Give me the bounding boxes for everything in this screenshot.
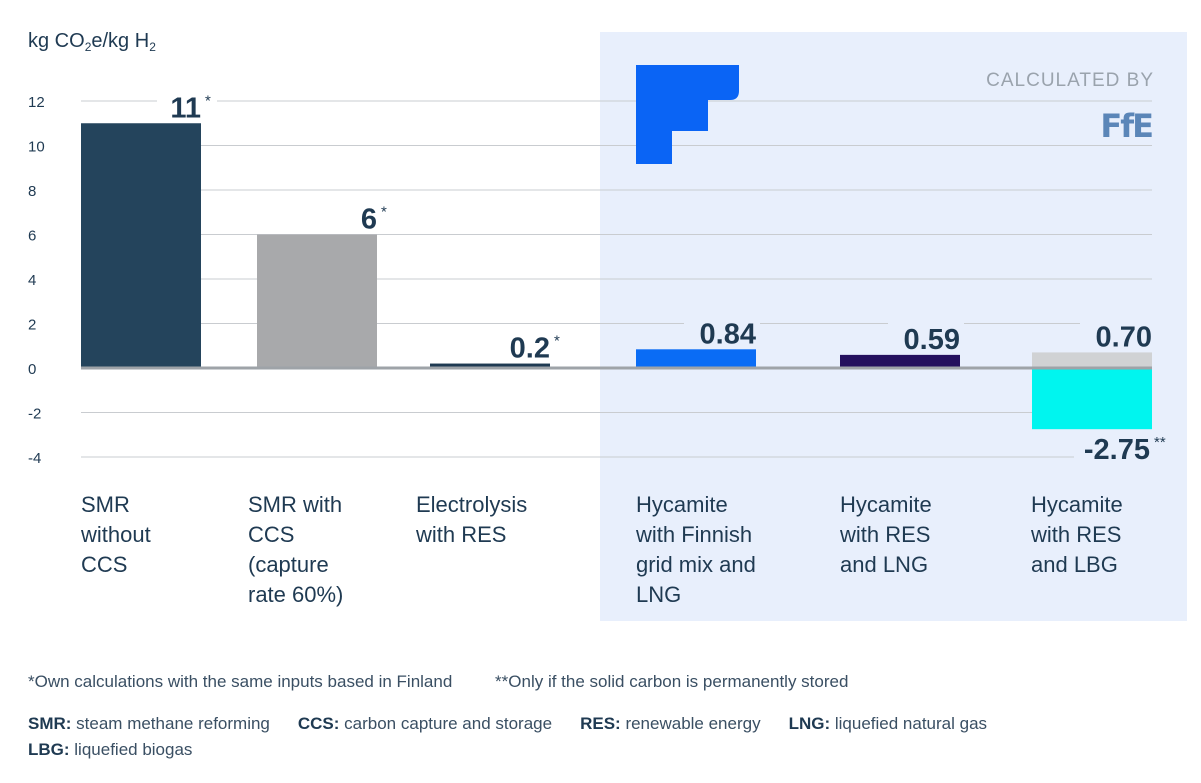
footnotes: *Own calculations with the same inputs b… — [28, 672, 886, 692]
label-backing — [1080, 320, 1156, 351]
y-tick-label: 10 — [28, 139, 45, 156]
glossary-item: SMR: steam methane reforming — [28, 711, 270, 737]
glossary-item: CCS: carbon capture and storage — [298, 711, 552, 737]
category-label-line: LNG — [636, 582, 682, 607]
bar — [430, 363, 550, 368]
label-backing — [888, 322, 964, 353]
category-label-line: Hycamite — [1031, 492, 1123, 517]
category-label-line: Hycamite — [636, 492, 728, 517]
category-label-line: with RES — [1031, 522, 1122, 547]
category-label-line: with Finnish — [636, 522, 753, 547]
y-tick-label: 2 — [28, 317, 36, 334]
y-axis-label: kg CO2e/kg H2 — [28, 30, 156, 54]
value-labels: 11 *6 *0.2 * 0.84 0.59 0.70-2.75 ** — [157, 91, 1186, 466]
glossary-abbr: CCS: — [297, 714, 340, 733]
category-label-line: CCS — [248, 522, 295, 547]
value-label: 11 — [170, 92, 201, 124]
bar — [81, 123, 201, 368]
value-label: 6 — [361, 204, 377, 236]
value-label-mark: * — [381, 204, 387, 221]
footnote-double: **Only if the solid carbon is permanentl… — [495, 672, 849, 691]
glossary-item: RES: renewable energy — [580, 711, 761, 737]
abbreviation-glossary: SMR: steam methane reforming CCS: carbon … — [28, 711, 1178, 763]
glossary-text: renewable energy — [620, 714, 761, 733]
value-label-mark: * — [554, 333, 560, 350]
label-backing — [506, 331, 566, 362]
category-label-line: and LBG — [1031, 552, 1118, 577]
bars — [81, 123, 1152, 430]
hycamite-logo — [636, 65, 739, 164]
footnote-single: *Own calculations with the same inputs b… — [28, 672, 453, 691]
y-tick-label: -4 — [28, 450, 41, 467]
category-label-line: Hycamite — [840, 492, 932, 517]
label-backing — [684, 317, 760, 348]
bar-negative — [1032, 368, 1152, 430]
label-backing — [333, 202, 393, 233]
bar — [840, 354, 960, 368]
bar — [1032, 352, 1152, 368]
category-label-line: and LNG — [840, 552, 929, 577]
ffe-logo: FfE — [1100, 107, 1152, 145]
category-label-line: rate 60%) — [248, 582, 344, 607]
category-label-line: with RES — [416, 522, 507, 547]
y-tick-label: -2 — [28, 406, 41, 423]
category-label-line: Electrolysis — [416, 492, 528, 517]
category-label-line: grid mix and — [636, 552, 756, 577]
category-label: SMR with CCS (capture rate 60%) — [248, 490, 398, 610]
value-label: 0.59 — [904, 324, 960, 356]
value-label: 0.70 — [1096, 321, 1152, 353]
bar — [257, 234, 377, 368]
category-label: SMR without CCS — [81, 490, 231, 580]
value-label: 0.2 — [510, 333, 550, 365]
y-tick-label: 6 — [28, 228, 36, 245]
glossary-item: LBG: liquefied biogas — [28, 737, 192, 763]
glossary-item: LNG: liquefied natural gas — [789, 711, 987, 737]
glossary-text: carbon capture and storage — [339, 714, 553, 733]
logo-block — [636, 65, 708, 131]
category-label-line: CCS — [81, 552, 128, 577]
y-tick-label: 12 — [28, 94, 45, 111]
negative-value-mark: ** — [1154, 434, 1166, 451]
glossary-abbr: LBG: — [28, 740, 70, 759]
glossary-abbr: LNG: — [788, 714, 831, 733]
category-label: Hycamite with RES and LNG — [840, 490, 990, 580]
value-label: 0.84 — [700, 318, 756, 350]
glossary-text: steam methane reforming — [71, 714, 270, 733]
value-label-mark: * — [205, 92, 211, 109]
category-label: Hycamite with Finnish grid mix and LNG — [636, 490, 786, 610]
label-backing — [157, 91, 217, 122]
logo-cap — [704, 65, 739, 100]
category-label-line: SMR with — [248, 492, 343, 517]
label-backing — [1074, 433, 1186, 466]
category-label-line: with RES — [840, 522, 931, 547]
y-tick-label: 4 — [28, 272, 36, 289]
glossary-text: liquefied natural gas — [830, 714, 988, 733]
glossary-abbr: SMR: — [28, 714, 72, 733]
glossary-text: liquefied biogas — [69, 740, 193, 759]
category-label: Electrolysis with RES — [416, 490, 566, 550]
bar — [636, 349, 756, 368]
y-tick-label: 8 — [28, 183, 36, 200]
y-axis-ticks: 12 10 8 6 4 2 0 -2 -4 — [28, 94, 45, 467]
category-label-line: (capture — [248, 552, 329, 577]
calculated-by-label: CALCULATED BY — [986, 70, 1154, 91]
category-label-line: without — [81, 522, 151, 547]
y-tick-label: 0 — [28, 361, 36, 378]
category-label-line: SMR — [81, 492, 130, 517]
category-label: Hycamite with RES and LBG — [1031, 490, 1181, 580]
negative-value-label: -2.75 — [1084, 434, 1150, 466]
glossary-abbr: RES: — [580, 714, 621, 733]
